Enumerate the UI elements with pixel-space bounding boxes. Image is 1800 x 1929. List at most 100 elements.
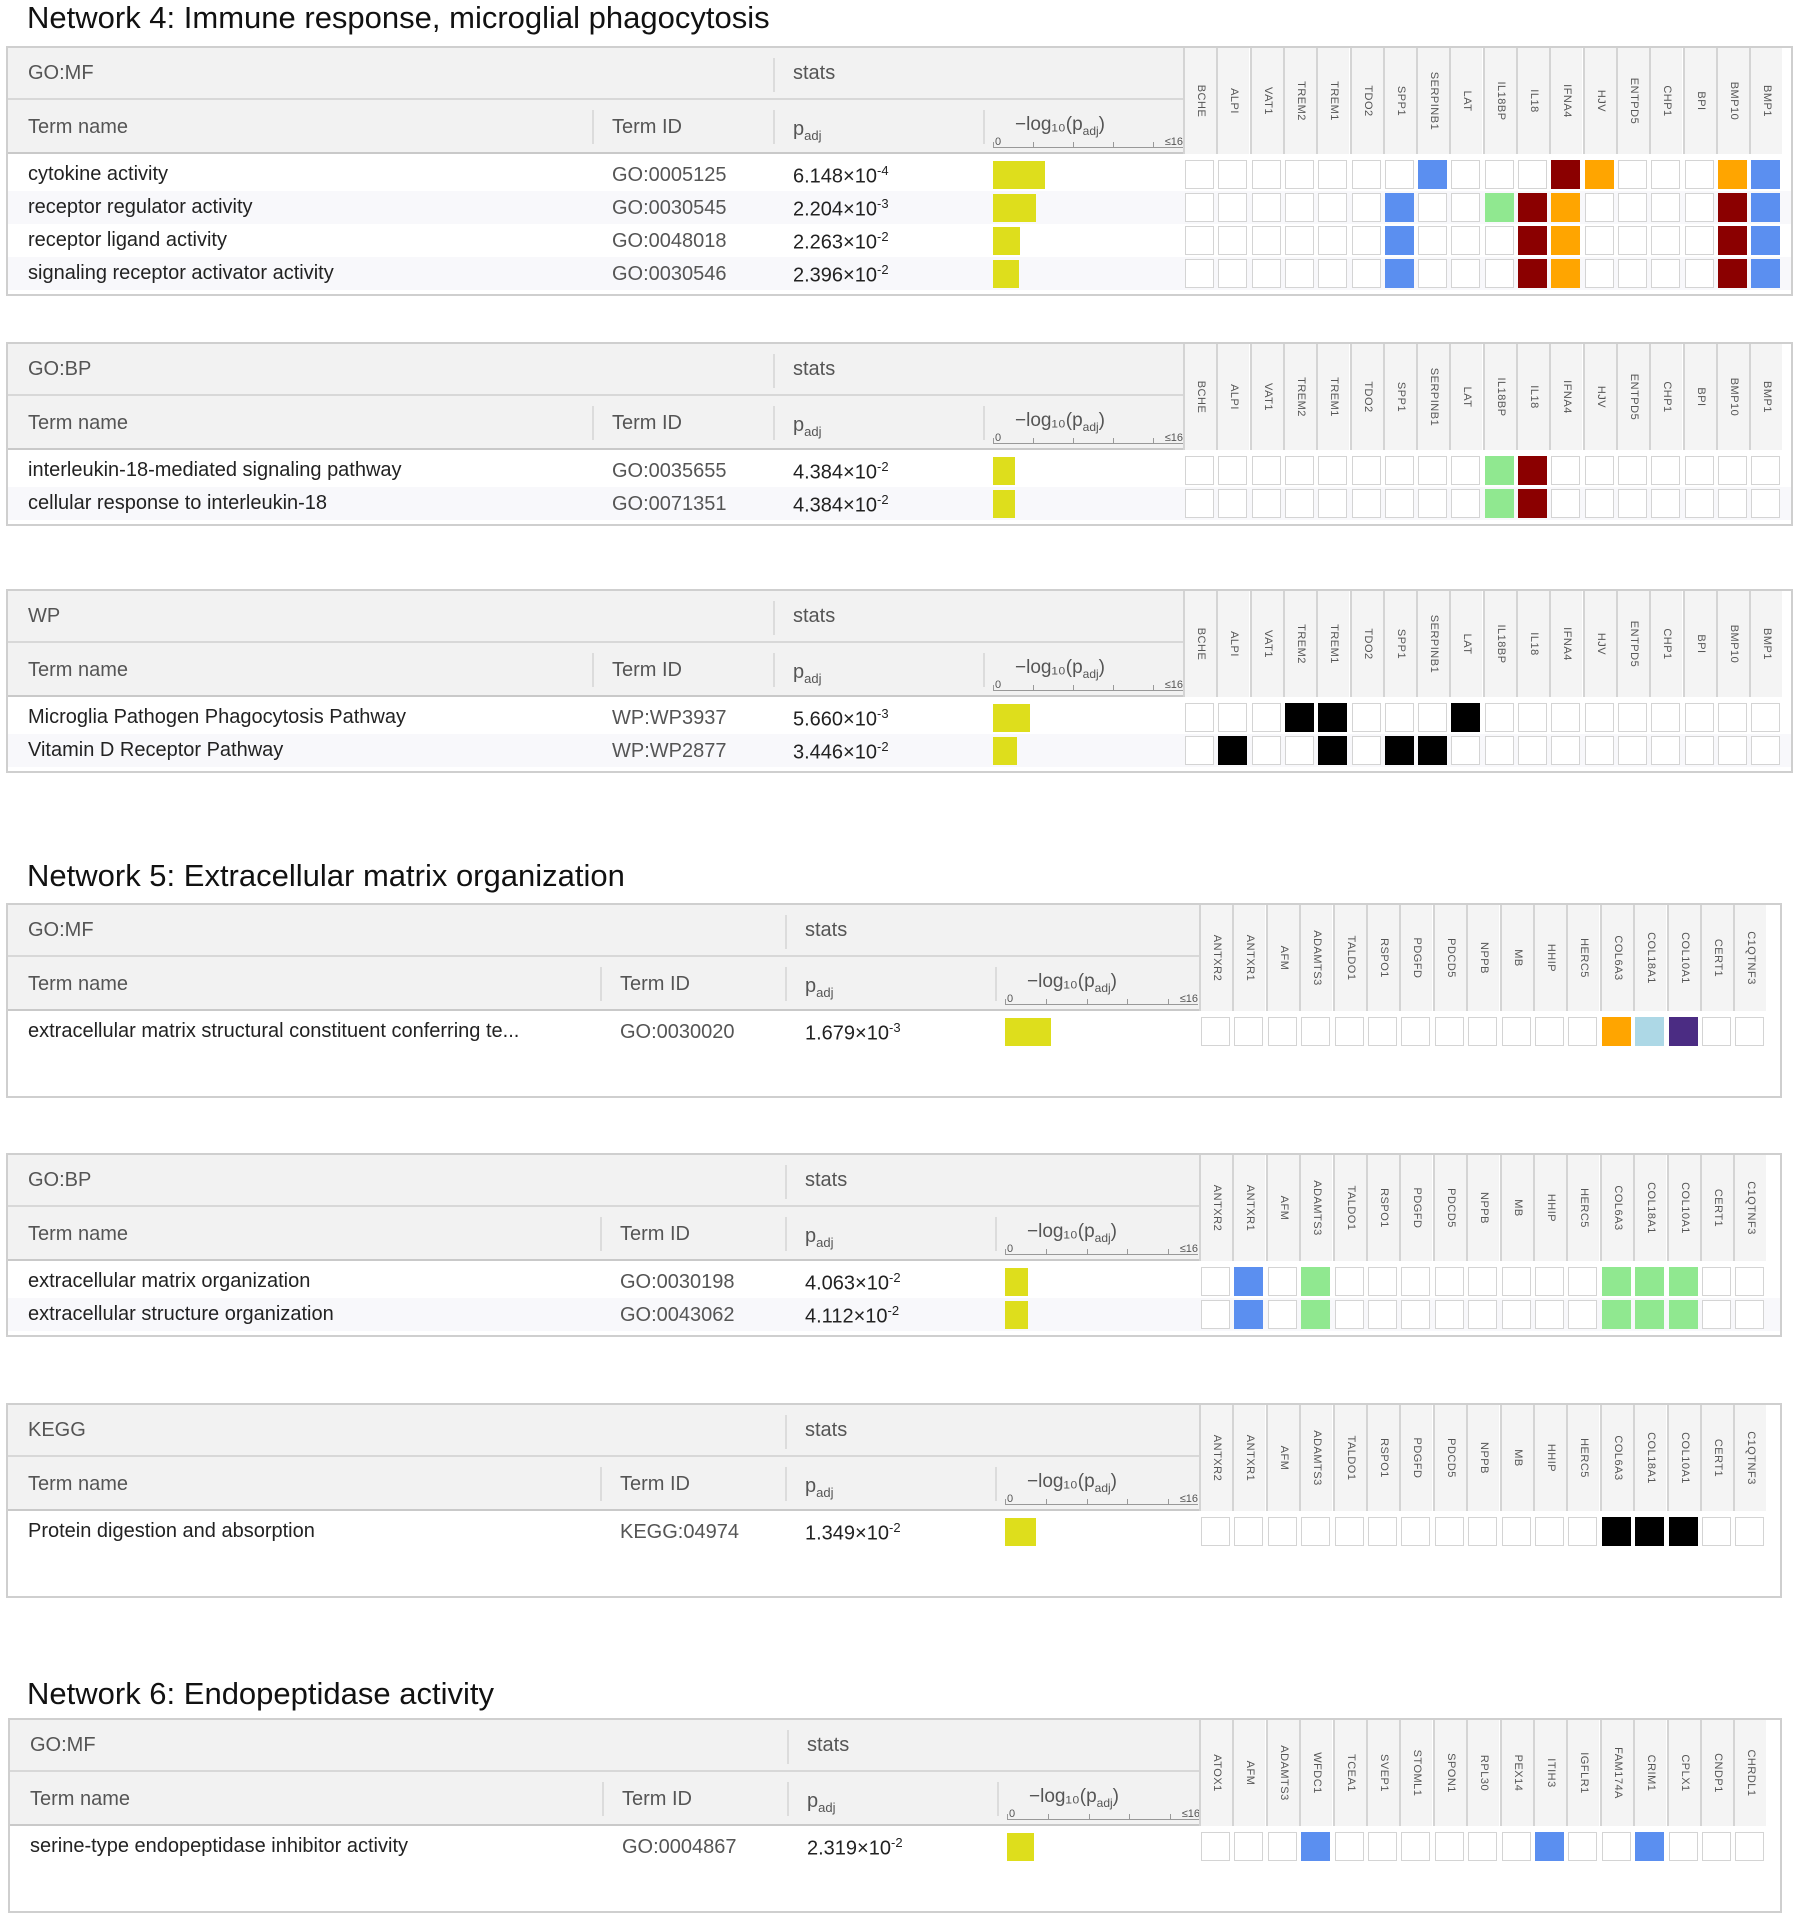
- term-id[interactable]: GO:0030545: [612, 197, 727, 219]
- gene-cell[interactable]: [1518, 489, 1547, 518]
- gene-cell[interactable]: [1635, 1832, 1664, 1861]
- gene-cell[interactable]: [1451, 489, 1480, 518]
- table-row[interactable]: cytokine activity GO:0005125 6.148×10-4: [8, 158, 1791, 191]
- gene-column-header[interactable]: IL18: [1516, 48, 1549, 154]
- gene-column-header[interactable]: ITIH3: [1533, 1720, 1566, 1826]
- gene-cell[interactable]: [1468, 1300, 1497, 1329]
- gene-column-header[interactable]: ENTPD5: [1616, 591, 1649, 697]
- gene-cell[interactable]: [1618, 160, 1647, 189]
- gene-cell[interactable]: [1352, 259, 1381, 288]
- gene-column-header[interactable]: TCEA1: [1333, 1720, 1366, 1826]
- gene-cell[interactable]: [1618, 456, 1647, 485]
- gene-cell[interactable]: [1602, 1300, 1631, 1329]
- column-header-term-id[interactable]: Term ID: [620, 1223, 690, 1245]
- gene-cell[interactable]: [1551, 489, 1580, 518]
- gene-cell[interactable]: [1285, 226, 1314, 255]
- gene-column-header[interactable]: ENTPD5: [1616, 48, 1649, 154]
- term-name[interactable]: serine-type endopeptidase inhibitor acti…: [30, 1835, 408, 1857]
- column-header-padj[interactable]: padj: [807, 1790, 835, 1815]
- column-header-padj[interactable]: padj: [805, 975, 833, 1000]
- gene-cell[interactable]: [1285, 160, 1314, 189]
- column-header-padj[interactable]: padj: [805, 1225, 833, 1250]
- table-row[interactable]: signaling receptor activator activity GO:…: [8, 257, 1791, 290]
- gene-cell[interactable]: [1669, 1300, 1698, 1329]
- gene-cell[interactable]: [1268, 1267, 1297, 1296]
- gene-cell[interactable]: [1368, 1017, 1397, 1046]
- column-header-term-id[interactable]: Term ID: [620, 973, 690, 995]
- table-row[interactable]: Protein digestion and absorption KEGG:049…: [8, 1515, 1780, 1548]
- gene-cell[interactable]: [1451, 259, 1480, 288]
- gene-cell[interactable]: [1518, 193, 1547, 222]
- gene-column-header[interactable]: NPPB: [1466, 1405, 1499, 1511]
- column-header-term-name[interactable]: Term name: [28, 973, 129, 995]
- gene-cell[interactable]: [1618, 703, 1647, 732]
- gene-cell[interactable]: [1318, 489, 1347, 518]
- gene-cell[interactable]: [1385, 736, 1414, 765]
- gene-cell[interactable]: [1485, 160, 1514, 189]
- gene-cell[interactable]: [1602, 1267, 1631, 1296]
- gene-cell[interactable]: [1318, 226, 1347, 255]
- gene-cell[interactable]: [1418, 489, 1447, 518]
- gene-column-header[interactable]: BPI: [1683, 591, 1716, 697]
- gene-cell[interactable]: [1252, 226, 1281, 255]
- gene-cell[interactable]: [1651, 160, 1680, 189]
- gene-cell[interactable]: [1735, 1300, 1764, 1329]
- gene-cell[interactable]: [1352, 736, 1381, 765]
- gene-cell[interactable]: [1418, 193, 1447, 222]
- gene-column-header[interactable]: BMP1: [1749, 591, 1782, 697]
- gene-column-header[interactable]: MB: [1500, 1155, 1533, 1261]
- gene-cell[interactable]: [1618, 489, 1647, 518]
- gene-column-header[interactable]: HHIP: [1533, 1405, 1566, 1511]
- gene-cell[interactable]: [1401, 1832, 1430, 1861]
- column-header-term-name[interactable]: Term name: [28, 412, 129, 434]
- gene-cell[interactable]: [1618, 736, 1647, 765]
- gene-column-header[interactable]: HJV: [1583, 344, 1616, 450]
- term-id[interactable]: GO:0035655: [612, 460, 727, 482]
- gene-cell[interactable]: [1252, 193, 1281, 222]
- gene-column-header[interactable]: RSPO1: [1366, 1405, 1399, 1511]
- gene-cell[interactable]: [1385, 259, 1414, 288]
- gene-column-header[interactable]: CHRDL1: [1733, 1720, 1766, 1826]
- gene-cell[interactable]: [1551, 226, 1580, 255]
- gene-column-header[interactable]: PDCD5: [1433, 1155, 1466, 1261]
- gene-column-header[interactable]: SPON1: [1433, 1720, 1466, 1826]
- gene-cell[interactable]: [1318, 456, 1347, 485]
- gene-cell[interactable]: [1352, 226, 1381, 255]
- table-row[interactable]: extracellular matrix structural constitu…: [8, 1015, 1780, 1048]
- gene-column-header[interactable]: HERC5: [1566, 1405, 1599, 1511]
- gene-cell[interactable]: [1385, 456, 1414, 485]
- gene-cell[interactable]: [1318, 160, 1347, 189]
- gene-column-header[interactable]: MB: [1500, 905, 1533, 1011]
- gene-column-header[interactable]: BMP10: [1716, 344, 1749, 450]
- column-header-padj[interactable]: padj: [793, 661, 821, 686]
- gene-column-header[interactable]: CERT1: [1700, 1405, 1733, 1511]
- term-name[interactable]: Microglia Pathogen Phagocytosis Pathway: [28, 706, 406, 728]
- gene-cell[interactable]: [1551, 259, 1580, 288]
- gene-cell[interactable]: [1418, 160, 1447, 189]
- gene-column-header[interactable]: LAT: [1449, 48, 1482, 154]
- gene-cell[interactable]: [1751, 703, 1780, 732]
- term-name[interactable]: signaling receptor activator activity: [28, 262, 334, 284]
- term-id[interactable]: GO:0005125: [612, 164, 727, 186]
- gene-column-header[interactable]: TREM1: [1316, 591, 1349, 697]
- gene-column-header[interactable]: COL18A1: [1633, 1405, 1666, 1511]
- gene-cell[interactable]: [1551, 160, 1580, 189]
- gene-cell[interactable]: [1635, 1300, 1664, 1329]
- gene-cell[interactable]: [1401, 1267, 1430, 1296]
- term-name[interactable]: cellular response to interleukin-18: [28, 492, 328, 514]
- column-header-term-name[interactable]: Term name: [30, 1788, 131, 1810]
- gene-cell[interactable]: [1301, 1517, 1330, 1546]
- gene-cell[interactable]: [1535, 1017, 1564, 1046]
- gene-column-header[interactable]: IL18BP: [1483, 344, 1516, 450]
- gene-column-header[interactable]: AFM: [1266, 905, 1299, 1011]
- gene-column-header[interactable]: IGFLR1: [1566, 1720, 1599, 1826]
- gene-cell[interactable]: [1751, 456, 1780, 485]
- column-header-term-id[interactable]: Term ID: [612, 412, 682, 434]
- gene-cell[interactable]: [1368, 1300, 1397, 1329]
- term-name[interactable]: extracellular matrix structural constitu…: [28, 1020, 520, 1042]
- gene-cell[interactable]: [1651, 193, 1680, 222]
- gene-cell[interactable]: [1435, 1267, 1464, 1296]
- gene-cell[interactable]: [1368, 1517, 1397, 1546]
- gene-column-header[interactable]: COL6A3: [1600, 905, 1633, 1011]
- gene-column-header[interactable]: CHP1: [1649, 591, 1682, 697]
